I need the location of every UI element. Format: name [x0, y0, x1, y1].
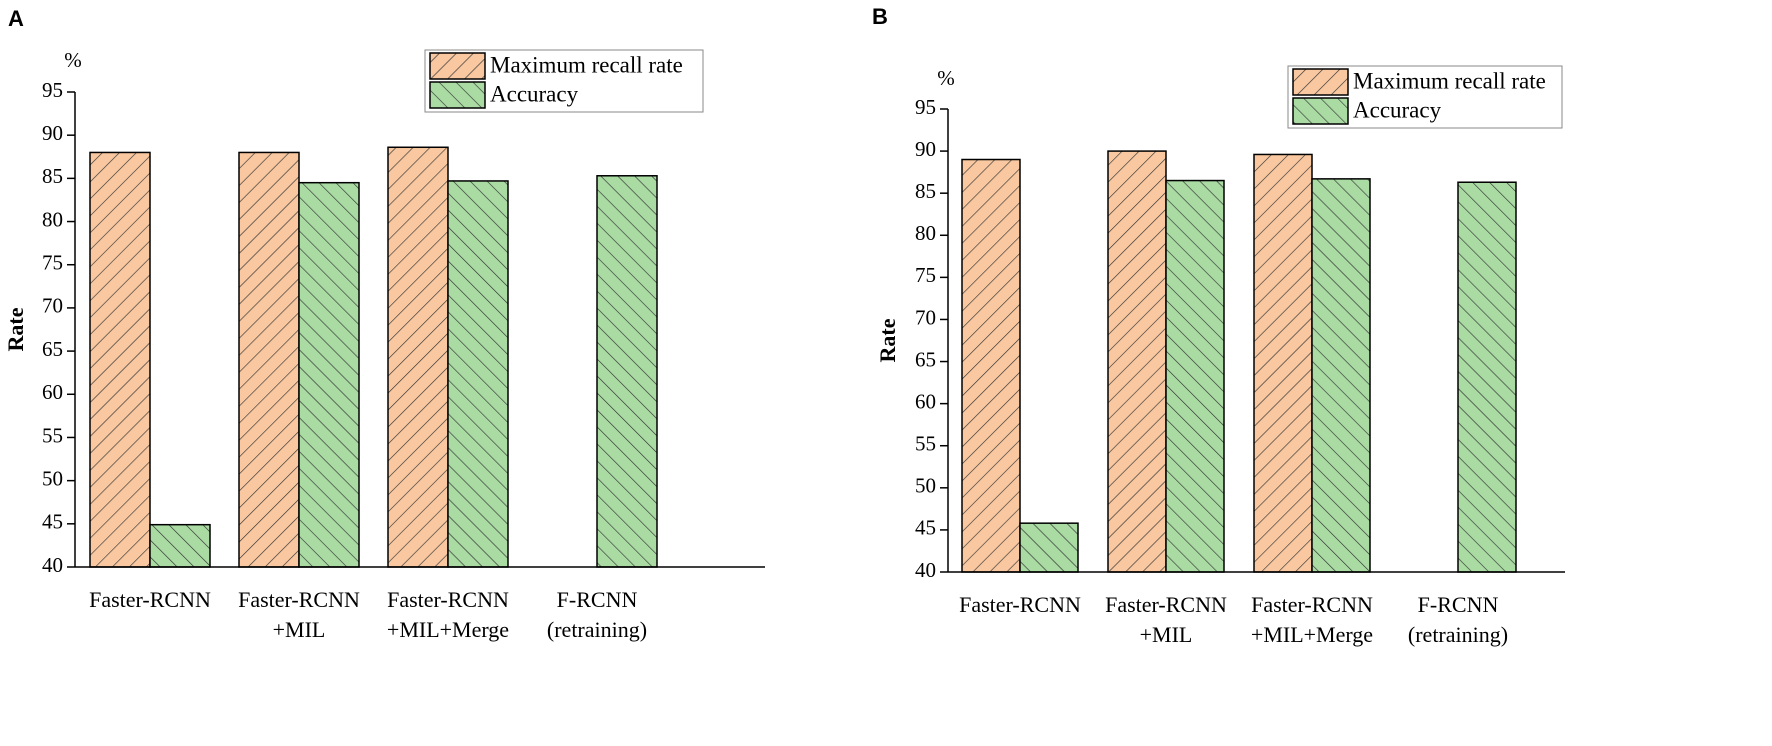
y-tick-label: 85: [42, 164, 63, 188]
bar-hatch: [596, 175, 658, 568]
bar-hatch: [298, 181, 360, 568]
bar-hatch: [961, 158, 1021, 573]
y-tick-label: 75: [42, 251, 63, 275]
y-tick-label: 95: [42, 78, 63, 102]
x-tick-label: +MIL: [273, 617, 326, 642]
bar-hatch: [1311, 178, 1371, 573]
x-tick-label: Faster-RCNN: [959, 592, 1081, 617]
legend-swatch-hatch: [429, 52, 486, 80]
unit-label: %: [64, 48, 82, 72]
y-tick-label: 60: [915, 389, 936, 413]
y-tick-label: 60: [42, 380, 63, 404]
bar-hatch: [149, 523, 211, 568]
y-tick-label: 80: [915, 221, 936, 245]
legend-label: Maximum recall rate: [1353, 68, 1546, 93]
legend-swatch-hatch: [429, 81, 486, 109]
bar-hatch: [387, 146, 449, 568]
y-tick-label: 65: [915, 347, 936, 371]
y-tick-label: 85: [915, 179, 936, 203]
legend-swatch-hatch: [1292, 68, 1349, 96]
y-tick-label: 80: [42, 207, 63, 231]
x-tick-label: (retraining): [547, 617, 647, 642]
legend-label: Accuracy: [490, 81, 579, 106]
bar-hatch: [1019, 522, 1079, 573]
panel-label: A: [8, 6, 24, 31]
y-tick-label: 90: [42, 121, 63, 145]
legend-label: Maximum recall rate: [490, 52, 683, 77]
x-tick-label: +MIL: [1140, 622, 1193, 647]
y-tick-label: 50: [42, 466, 63, 490]
x-tick-label: F-RCNN: [1418, 592, 1499, 617]
x-tick-label: +MIL+Merge: [1251, 622, 1373, 647]
y-tick-label: 70: [915, 305, 936, 329]
x-tick-label: F-RCNN: [557, 587, 638, 612]
y-tick-label: 40: [42, 553, 63, 577]
y-tick-label: 55: [42, 423, 63, 447]
y-tick-label: 90: [915, 137, 936, 161]
y-tick-label: 65: [42, 337, 63, 361]
x-tick-label: Faster-RCNN: [1105, 592, 1227, 617]
legend-swatch-hatch: [1292, 97, 1349, 125]
x-tick-label: +MIL+Merge: [387, 617, 509, 642]
x-tick-label: Faster-RCNN: [1251, 592, 1373, 617]
x-tick-label: Faster-RCNN: [238, 587, 360, 612]
y-tick-label: 50: [915, 474, 936, 498]
y-tick-label: 75: [915, 263, 936, 287]
panel-label: B: [872, 4, 888, 29]
bar-hatch: [238, 151, 300, 568]
bar-hatch: [1107, 150, 1167, 573]
y-axis-label: Rate: [875, 318, 900, 362]
unit-label: %: [937, 66, 955, 90]
bar-hatch: [1165, 179, 1225, 573]
y-tick-label: 40: [915, 558, 936, 582]
x-tick-label: Faster-RCNN: [387, 587, 509, 612]
y-tick-label: 45: [42, 510, 63, 534]
y-tick-label: 95: [915, 95, 936, 119]
y-tick-label: 70: [42, 294, 63, 318]
bar-hatch: [1457, 181, 1517, 573]
bar-hatch: [447, 180, 509, 568]
x-tick-label: Faster-RCNN: [89, 587, 211, 612]
y-tick-label: 55: [915, 432, 936, 456]
bar-hatch: [89, 151, 151, 568]
bar-hatch: [1253, 153, 1313, 573]
x-tick-label: (retraining): [1408, 622, 1508, 647]
y-tick-label: 45: [915, 516, 936, 540]
y-axis-label: Rate: [3, 307, 28, 351]
legend-label: Accuracy: [1353, 97, 1442, 122]
